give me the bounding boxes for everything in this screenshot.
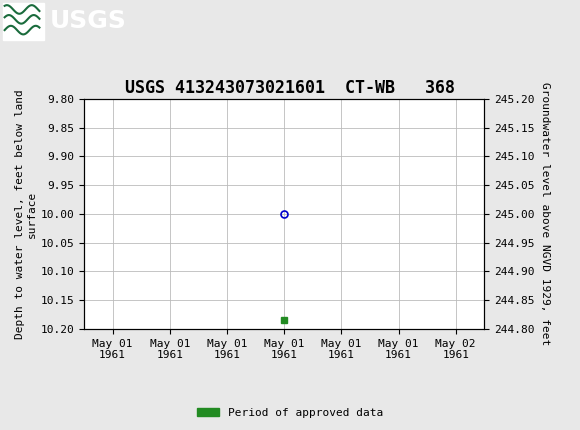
Y-axis label: Depth to water level, feet below land
surface: Depth to water level, feet below land su…	[15, 89, 37, 339]
Bar	[3, 3, 43, 40]
Text: USGS: USGS	[49, 9, 126, 34]
Text: USGS 413243073021601  CT-WB   368: USGS 413243073021601 CT-WB 368	[125, 79, 455, 97]
Y-axis label: Groundwater level above NGVD 1929, feet: Groundwater level above NGVD 1929, feet	[540, 82, 550, 346]
Legend: Period of approved data: Period of approved data	[193, 403, 387, 422]
